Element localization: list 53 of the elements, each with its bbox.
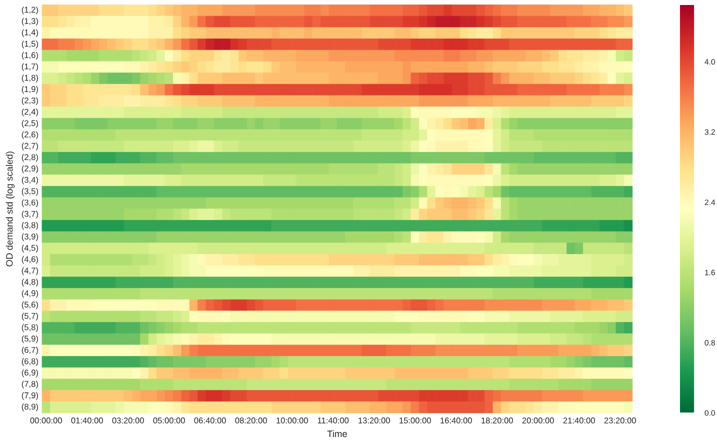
y-tick-label: (4,8) xyxy=(22,278,38,286)
y-tick-label: (1,5) xyxy=(22,40,38,48)
x-tick-label: 13:20:00 xyxy=(358,418,390,424)
x-tick-label: 06:40:00 xyxy=(194,418,226,424)
x-tick-label: 15:00:00 xyxy=(400,418,431,424)
x-tick-label: 16:40:00 xyxy=(440,418,472,424)
x-tick-label: 20:00:00 xyxy=(522,418,554,424)
y-tick-label: (1,3) xyxy=(22,18,38,26)
y-tick-label: (3,8) xyxy=(22,222,38,230)
y-tick-label: (2,5) xyxy=(22,120,38,128)
y-tick-label: (7,8) xyxy=(22,380,38,389)
x-tick-label: 23:20:00 xyxy=(604,418,636,424)
y-tick-label: (3,7) xyxy=(22,210,38,218)
x-tick-label: 01:40:00 xyxy=(71,418,103,424)
y-tick-label: (3,9) xyxy=(22,233,38,242)
y-tick-label: (4,7) xyxy=(22,267,38,276)
x-tick-label: 10:00:00 xyxy=(276,418,308,424)
y-tick-label: (3,4) xyxy=(22,176,38,184)
y-tick-label: (1,2) xyxy=(22,6,38,14)
x-axis-title: Time xyxy=(327,430,347,438)
y-tick-label: (6,7) xyxy=(22,346,38,355)
x-tick-label: 11:40:00 xyxy=(318,418,349,424)
y-tick-label: (2,7) xyxy=(22,142,38,150)
y-tick-label: (4,6) xyxy=(22,256,38,264)
y-tick-label: (3,6) xyxy=(22,199,38,208)
y-tick-label: (5,8) xyxy=(22,324,38,332)
x-tick-label: 00:00:00 xyxy=(30,418,62,424)
y-tick-label: (5,7) xyxy=(22,312,38,320)
y-tick-label: (5,6) xyxy=(22,301,38,310)
y-tick-label: (8,9) xyxy=(22,403,38,412)
x-tick-label: 21:40:00 xyxy=(563,418,595,424)
y-tick-label: (1,7) xyxy=(22,63,38,72)
y-tick-label: (2,3) xyxy=(22,97,38,106)
x-tick-label: 08:20:00 xyxy=(235,418,267,424)
x-tick-label: 03:20:00 xyxy=(112,418,144,424)
y-tick-label: (2,4) xyxy=(22,108,38,116)
y-tick-label: (6,8) xyxy=(22,358,38,366)
x-tick-label: 05:00:00 xyxy=(153,418,185,424)
y-tick-label: (6,9) xyxy=(22,369,38,378)
y-tick-label: (3,5) xyxy=(22,188,38,196)
y-axis-title: OD demand std (log scaled) xyxy=(6,152,15,266)
y-tick-label: (4,9) xyxy=(22,290,38,298)
x-tick-label: 18:20:00 xyxy=(482,418,513,424)
y-tick-label: (1,8) xyxy=(22,74,38,82)
y-tick-label: (7,9) xyxy=(22,392,38,400)
y-tick-label: (1,6) xyxy=(22,52,38,60)
y-tick-label: (1,4) xyxy=(22,29,38,37)
y-tick-label: (1,9) xyxy=(22,86,38,94)
y-tick-label: (4,5) xyxy=(22,244,38,252)
y-tick-label: (5,9) xyxy=(22,335,38,344)
y-tick-label: (2,9) xyxy=(22,165,38,174)
y-tick-label: (2,6) xyxy=(22,131,38,140)
y-tick-label: (2,8) xyxy=(22,154,38,162)
